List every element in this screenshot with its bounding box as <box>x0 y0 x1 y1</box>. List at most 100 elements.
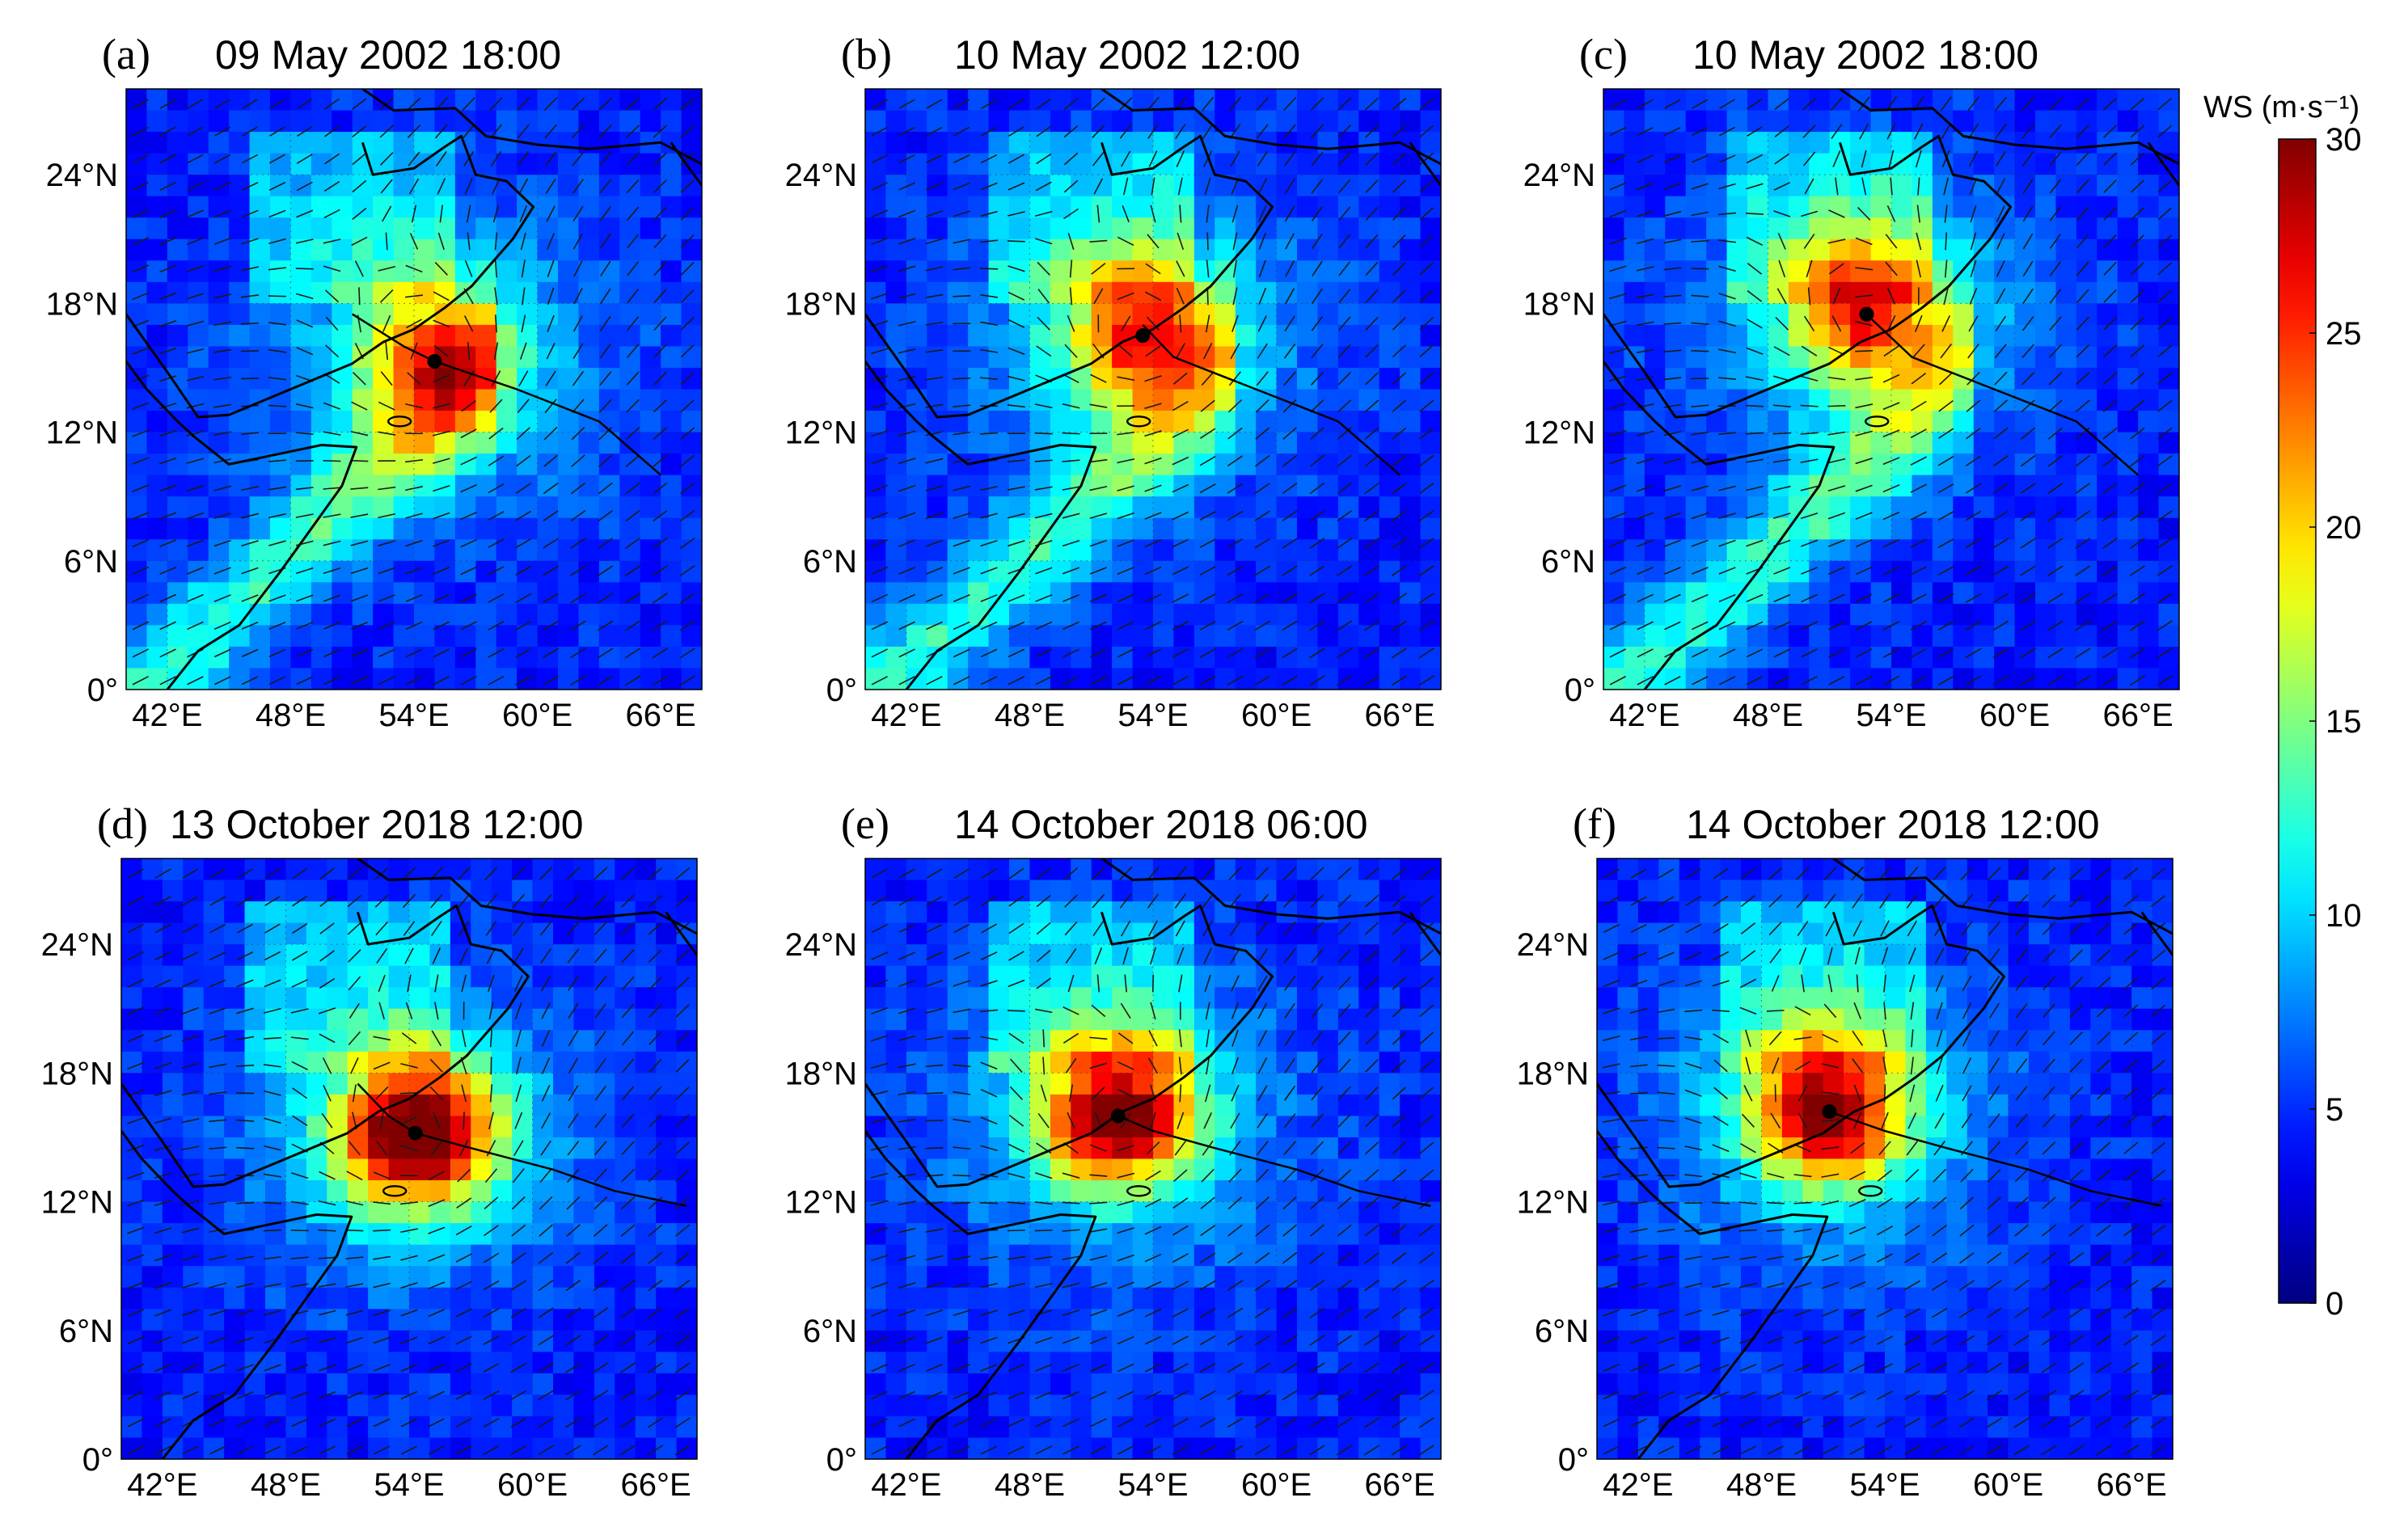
x-tick-label: 54°E <box>374 1467 444 1503</box>
coastline <box>126 89 702 690</box>
coastline <box>865 859 1441 1459</box>
y-tick-label: 6°N <box>59 1314 113 1349</box>
x-tick-label: 48°E <box>251 1467 321 1503</box>
panel-d: 42°E 48°E 54°E 60°E 66°E 0° 6°N 12°N 18°N 24°N (d)… <box>41 799 698 1503</box>
x-tick-label: 66°E <box>2097 1467 2167 1503</box>
x-tick-label: 66°E <box>2103 698 2174 733</box>
y-tick-label: 18°N <box>46 286 118 322</box>
cyclone-center-marker <box>1859 306 1874 322</box>
panels: 42°E 48°E 54°E 60°E 66°E 0° 6°N 12°N 18°N 24°N (a)… <box>41 30 2180 1503</box>
y-tick-label: 12°N <box>41 1185 113 1221</box>
cyclone-track <box>352 313 661 476</box>
cyclone-track <box>1822 1104 2163 1208</box>
cyclone-center-marker <box>1135 328 1151 344</box>
x-tick-label: 42°E <box>1609 698 1679 733</box>
panel-frame <box>1596 858 2174 1460</box>
cyclone-track <box>1859 306 2139 476</box>
x-tick-label: 66°E <box>1365 1467 1435 1503</box>
y-tick-label: 24°N <box>41 927 113 963</box>
x-tick-label: 48°E <box>995 1467 1065 1503</box>
y-tick-label: 6°N <box>803 1314 857 1349</box>
panel-letter: (e) <box>841 799 889 848</box>
y-tick-label: 12°N <box>785 1185 857 1221</box>
y-tick-label: 0° <box>1558 1442 1589 1478</box>
panel-title: 10 May 2002 18:00 <box>1692 32 2038 78</box>
panel-title: 13 October 2018 12:00 <box>170 802 584 847</box>
x-tick-label: 54°E <box>378 698 449 733</box>
y-tick-label: 18°N <box>785 286 857 322</box>
x-tick-label: 60°E <box>1241 1467 1312 1503</box>
x-tick-label: 48°E <box>1726 1467 1797 1503</box>
colorbar-tick-label: 20 <box>2326 510 2362 546</box>
x-tick-label: 42°E <box>127 1467 197 1503</box>
wind-vectors <box>1608 96 2173 686</box>
panel-f: 42°E 48°E 54°E 60°E 66°E 0° 6°N 12°N 18°N 24°N (f)… <box>1517 799 2174 1503</box>
panel-c: 42°E 48°E 54°E 60°E 66°E 0° 6°N 12°N 18°N 24°N (c)… <box>1523 30 2180 733</box>
x-tick-label: 66°E <box>626 698 696 733</box>
x-tick-label: 42°E <box>1603 1467 1673 1503</box>
panel-frame <box>120 858 698 1460</box>
cyclone-track <box>1110 1108 1431 1208</box>
panel-frame <box>864 88 1442 690</box>
panel-letter: (a) <box>102 30 150 78</box>
y-tick-label: 6°N <box>1541 544 1595 580</box>
colorbar-label: WS (m·s⁻¹) <box>2203 91 2359 124</box>
coastline <box>121 859 697 1459</box>
coastline <box>1603 89 2179 690</box>
y-tick-label: 24°N <box>785 158 857 193</box>
y-tick-label: 18°N <box>41 1056 113 1091</box>
x-tick-label: 66°E <box>621 1467 691 1503</box>
heatmap-cells <box>1603 89 2179 690</box>
y-tick-label: 0° <box>826 673 857 708</box>
x-tick-label: 42°E <box>871 698 941 733</box>
colorbar-tick-label: 0 <box>2326 1286 2343 1322</box>
y-tick-label: 12°N <box>1523 416 1595 451</box>
y-tick-label: 6°N <box>803 544 857 580</box>
x-tick-label: 54°E <box>1856 698 1926 733</box>
y-tick-label: 6°N <box>64 544 118 580</box>
y-tick-label: 0° <box>82 1442 113 1478</box>
y-tick-label: 18°N <box>785 1056 857 1091</box>
y-tick-label: 12°N <box>46 416 118 451</box>
x-tick-label: 60°E <box>1979 698 2050 733</box>
panel-b: 42°E 48°E 54°E 60°E 66°E 0° 6°N 12°N 18°N 24°N (b)… <box>785 30 1442 733</box>
panel-title: 10 May 2002 12:00 <box>954 32 1300 78</box>
panel-title: 14 October 2018 12:00 <box>1686 802 2100 847</box>
cyclone-track <box>1135 324 1400 476</box>
heatmap-cells <box>1597 859 2173 1459</box>
heatmap-cells <box>865 89 1441 690</box>
heatmap-cells <box>126 89 702 690</box>
panel-frame <box>125 88 703 690</box>
wind-vectors <box>132 97 695 686</box>
panel-letter: (d) <box>97 799 148 848</box>
panel-frame <box>1603 88 2180 690</box>
colorbar-tick-label: 25 <box>2326 316 2362 352</box>
y-tick-label: 18°N <box>1517 1056 1589 1091</box>
panel-letter: (c) <box>1579 30 1628 78</box>
x-tick-label: 42°E <box>871 1467 941 1503</box>
wind-vectors <box>871 96 1434 686</box>
x-tick-label: 54°E <box>1117 698 1188 733</box>
colorbar-tick-label: 5 <box>2326 1092 2343 1128</box>
y-tick-label: 24°N <box>785 927 857 963</box>
x-tick-label: 48°E <box>256 698 326 733</box>
cyclone-center-marker <box>1822 1104 1837 1120</box>
x-tick-label: 66°E <box>1365 698 1435 733</box>
y-tick-label: 18°N <box>1523 286 1595 322</box>
x-tick-label: 54°E <box>1117 1467 1188 1503</box>
panel-title: 09 May 2002 18:00 <box>215 32 561 78</box>
y-tick-label: 0° <box>87 673 118 708</box>
panel-letter: (f) <box>1573 799 1616 848</box>
coastline <box>1597 859 2173 1459</box>
cyclone-center-marker <box>427 354 442 369</box>
x-tick-label: 48°E <box>1733 698 1803 733</box>
y-tick-label: 12°N <box>785 416 857 451</box>
x-tick-label: 60°E <box>502 698 572 733</box>
heatmap-cells <box>865 859 1441 1459</box>
cyclone-track <box>357 1082 687 1208</box>
y-tick-label: 12°N <box>1517 1185 1589 1221</box>
x-tick-label: 60°E <box>497 1467 568 1503</box>
wind-vectors <box>1602 866 2166 1456</box>
coastline <box>865 89 1441 690</box>
y-tick-label: 6°N <box>1535 1314 1589 1349</box>
